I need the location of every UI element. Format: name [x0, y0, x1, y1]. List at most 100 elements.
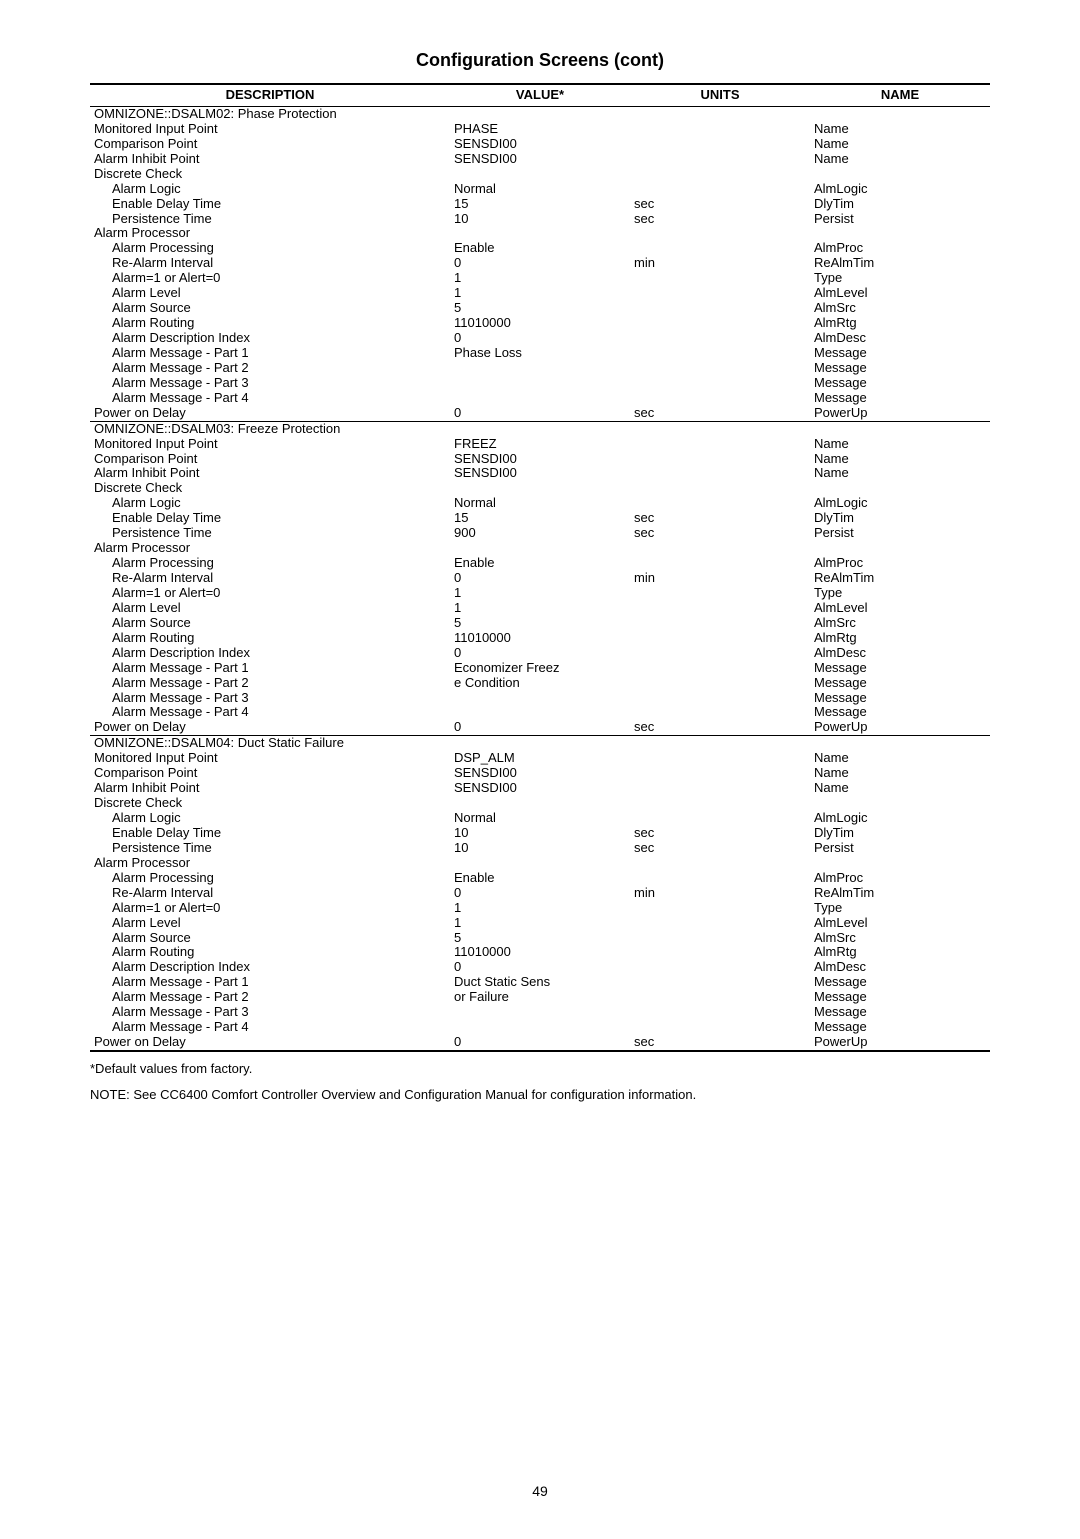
cell-units: [630, 811, 810, 826]
cell-units: [630, 916, 810, 931]
cell-units: [630, 1005, 810, 1020]
cell-units: [630, 796, 810, 811]
cell-name: Name: [810, 766, 990, 781]
page-number: 49: [90, 1483, 990, 1499]
cell-description: Alarm Message - Part 2: [90, 676, 450, 691]
cell-name: PowerUp: [810, 1035, 990, 1051]
cell-description: Alarm Level: [90, 916, 450, 931]
table-row: Monitored Input PointDSP_ALMName: [90, 751, 990, 766]
table-row: Alarm LogicNormalAlmLogic: [90, 496, 990, 511]
cell-name: [810, 226, 990, 241]
cell-name: AlmSrc: [810, 616, 990, 631]
cell-units: sec: [630, 212, 810, 227]
page-title: Configuration Screens (cont): [90, 50, 990, 71]
cell-units: sec: [630, 826, 810, 841]
col-header-description: DESCRIPTION: [90, 84, 450, 106]
cell-name: PowerUp: [810, 406, 990, 421]
cell-value: 10: [450, 841, 630, 856]
cell-value: 11010000: [450, 945, 630, 960]
table-row: Alarm Message - Part 3Message: [90, 1005, 990, 1020]
cell-units: [630, 437, 810, 452]
cell-description: Persistence Time: [90, 841, 450, 856]
table-row: Alarm=1 or Alert=01Type: [90, 586, 990, 601]
cell-value: Phase Loss: [450, 346, 630, 361]
cell-name: AlmRtg: [810, 631, 990, 646]
cell-value: e Condition: [450, 676, 630, 691]
cell-units: [630, 1020, 810, 1035]
table-row: Alarm Message - Part 4Message: [90, 705, 990, 720]
cell-name: Message: [810, 705, 990, 720]
cell-name: AlmRtg: [810, 945, 990, 960]
table-row: Alarm Level1AlmLevel: [90, 916, 990, 931]
cell-name: Message: [810, 661, 990, 676]
cell-description: Alarm Routing: [90, 945, 450, 960]
cell-name: Name: [810, 466, 990, 481]
cell-units: sec: [630, 841, 810, 856]
cell-name: AlmProc: [810, 241, 990, 256]
cell-value: 5: [450, 301, 630, 316]
section-header-row: OMNIZONE::DSALM04: Duct Static Failure: [90, 736, 990, 751]
cell-name: Name: [810, 122, 990, 137]
cell-units: min: [630, 886, 810, 901]
cell-name: Name: [810, 137, 990, 152]
cell-description: Alarm Logic: [90, 182, 450, 197]
section-header: OMNIZONE::DSALM04: Duct Static Failure: [90, 736, 450, 751]
cell-description: Alarm Message - Part 1: [90, 661, 450, 676]
section-header-row: OMNIZONE::DSALM02: Phase Protection: [90, 106, 990, 121]
cell-units: [630, 616, 810, 631]
table-row: Alarm Level1AlmLevel: [90, 601, 990, 616]
table-row: Power on Delay0secPowerUp: [90, 1035, 990, 1051]
cell-name: Message: [810, 1020, 990, 1035]
cell-description: Persistence Time: [90, 526, 450, 541]
cell-description: Re-Alarm Interval: [90, 256, 450, 271]
cell-units: [630, 286, 810, 301]
table-row: Alarm Inhibit PointSENSDI00Name: [90, 152, 990, 167]
cell-name: [810, 541, 990, 556]
cell-value: 0: [450, 571, 630, 586]
cell-name: AlmProc: [810, 556, 990, 571]
cell-description: Alarm Routing: [90, 631, 450, 646]
cell-description: Re-Alarm Interval: [90, 886, 450, 901]
cell-value: [450, 376, 630, 391]
cell-name: AlmLogic: [810, 182, 990, 197]
cell-description: Alarm Source: [90, 931, 450, 946]
cell-units: sec: [630, 406, 810, 421]
cell-name: Message: [810, 361, 990, 376]
table-row: Comparison PointSENSDI00Name: [90, 452, 990, 467]
cell-name: Type: [810, 901, 990, 916]
table-row: Comparison PointSENSDI00Name: [90, 137, 990, 152]
cell-units: [630, 705, 810, 720]
table-row: Enable Delay Time10secDlyTim: [90, 826, 990, 841]
cell-name: AlmLevel: [810, 601, 990, 616]
cell-description: Alarm Logic: [90, 811, 450, 826]
cell-description: Alarm Description Index: [90, 646, 450, 661]
cell-name: [810, 167, 990, 182]
cell-units: [630, 301, 810, 316]
cell-name: AlmDesc: [810, 331, 990, 346]
cell-value: Normal: [450, 182, 630, 197]
cell-units: [630, 226, 810, 241]
table-row: Alarm Level1AlmLevel: [90, 286, 990, 301]
cell-description: Enable Delay Time: [90, 826, 450, 841]
cell-description: Alarm Routing: [90, 316, 450, 331]
table-row: Alarm Routing11010000AlmRtg: [90, 316, 990, 331]
cell-name: Message: [810, 1005, 990, 1020]
cell-name: Name: [810, 437, 990, 452]
table-row: Alarm Source5AlmSrc: [90, 931, 990, 946]
cell-units: [630, 856, 810, 871]
section-header-row: OMNIZONE::DSALM03: Freeze Protection: [90, 421, 990, 436]
cell-value: [450, 391, 630, 406]
cell-units: [630, 361, 810, 376]
table-row: Alarm Routing11010000 AlmRtg: [90, 945, 990, 960]
table-row: Alarm=1 or Alert=01Type: [90, 901, 990, 916]
cell-units: [630, 631, 810, 646]
cell-description: Alarm Description Index: [90, 331, 450, 346]
table-row: Enable Delay Time15secDlyTim: [90, 511, 990, 526]
table-row: Persistence Time10secPersist: [90, 212, 990, 227]
table-row: Enable Delay Time15secDlyTim: [90, 197, 990, 212]
cell-units: [630, 122, 810, 137]
cell-value: 0: [450, 1035, 630, 1051]
table-row: Alarm Inhibit PointSENSDI00Name: [90, 781, 990, 796]
cell-value: 0: [450, 256, 630, 271]
cell-value: SENSDI00: [450, 781, 630, 796]
